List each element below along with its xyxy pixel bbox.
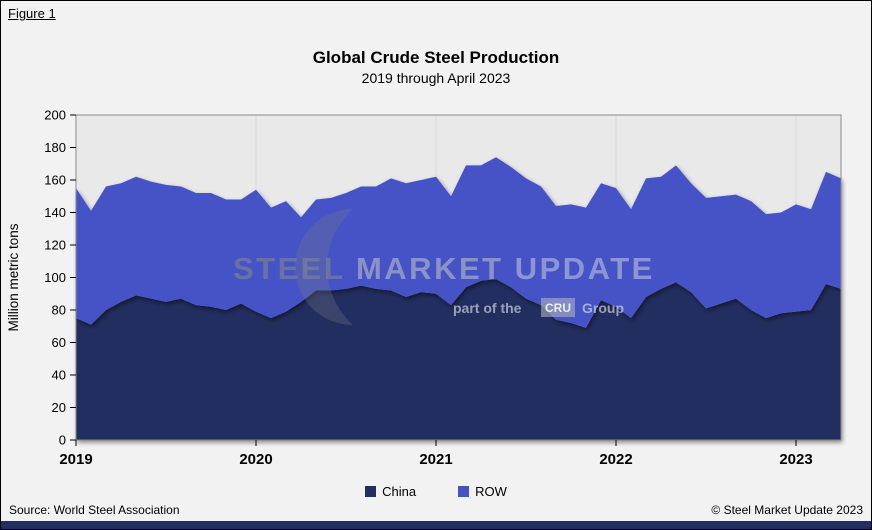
watermark-crescent-icon (295, 209, 353, 325)
row-area (76, 157, 841, 328)
chart-subtitle: 2019 through April 2023 (361, 70, 511, 86)
y-tick-label: 60 (52, 335, 66, 350)
y-tick-label: 120 (44, 238, 66, 253)
watermark-text: STEEL MARKET UPDATE (233, 251, 655, 286)
y-tick-label: 40 (52, 368, 66, 383)
watermark-cru-label: CRU (545, 301, 571, 315)
y-tick-label: 180 (44, 140, 66, 155)
copyright-text: © Steel Market Update 2023 (711, 503, 863, 517)
legend-item-china: China (365, 484, 416, 499)
figure-label: Figure 1 (8, 6, 56, 21)
legend-item-row: ROW (458, 484, 507, 499)
legend-label-row: ROW (475, 483, 507, 499)
chart-canvas: STEEL MARKET UPDATE part of the CRU Group 0 2… (6, 108, 842, 468)
y-tick-label: 80 (52, 303, 66, 318)
cru-box (541, 298, 575, 317)
y-axis-label: Million metric tons (6, 223, 21, 331)
chart-legend: China ROW (1, 481, 871, 501)
y-tick-label: 100 (44, 270, 66, 285)
y-tick-label: 160 (44, 173, 66, 188)
y-tick-label: 20 (52, 400, 66, 415)
chart-title: Global Crude Steel Production (312, 48, 560, 67)
watermark-tagline-suffix: Group (582, 300, 624, 316)
footer: Source: World Steel Association © Steel … (9, 503, 863, 517)
x-tick-label: 2021 (419, 451, 452, 468)
y-tick-label: 0 (59, 433, 66, 448)
watermark-tagline-prefix: part of the (453, 300, 522, 316)
legend-label-china: China (382, 483, 417, 499)
china-area (76, 279, 841, 440)
y-tick-label: 200 (44, 108, 66, 123)
x-tick-label: 2020 (239, 451, 272, 468)
source-text: Source: World Steel Association (9, 503, 180, 517)
x-tick-label: 2022 (599, 451, 632, 468)
y-tick-label: 140 (44, 205, 66, 220)
legend-swatch-row (458, 485, 470, 497)
bottom-bar (1, 521, 871, 529)
x-tick-label: 2023 (779, 451, 812, 468)
legend-swatch-china (365, 485, 377, 497)
x-tick-label: 2019 (59, 451, 92, 468)
